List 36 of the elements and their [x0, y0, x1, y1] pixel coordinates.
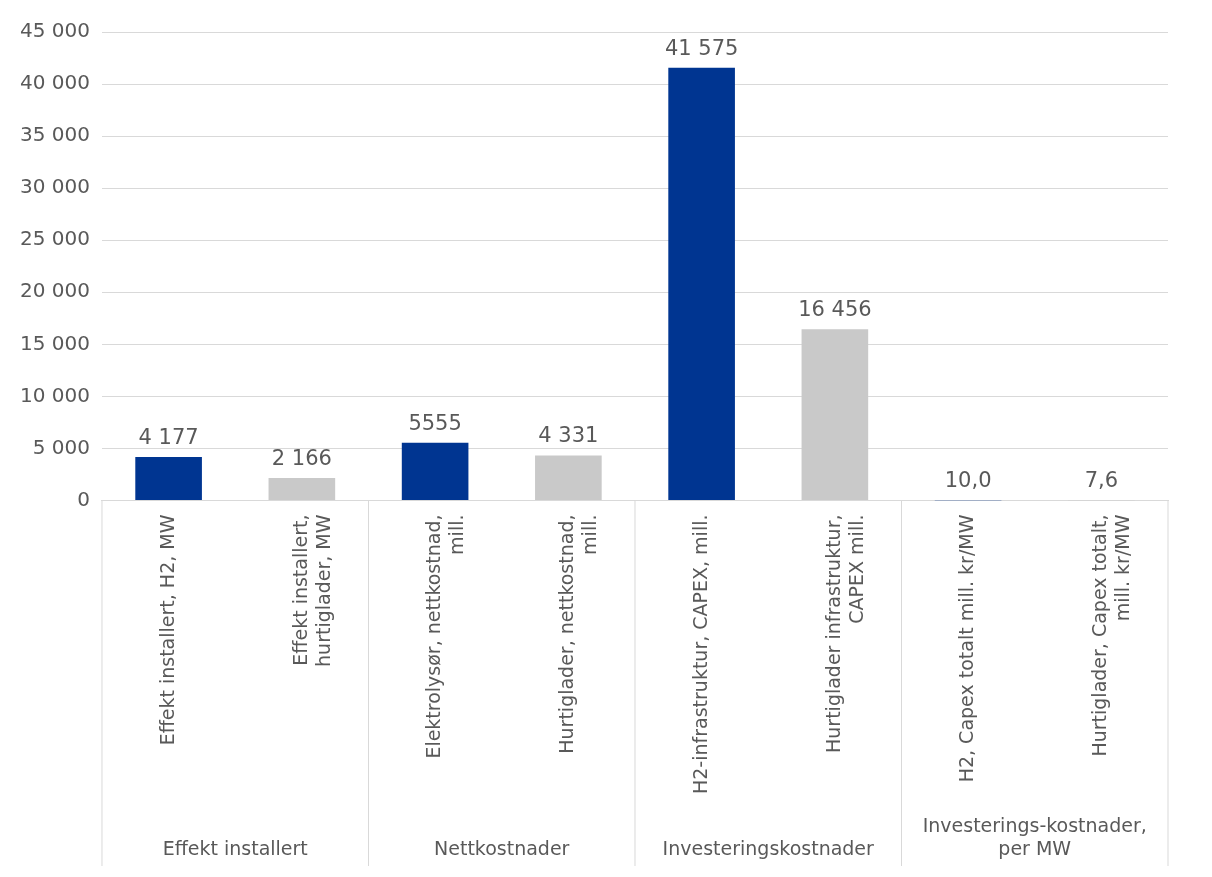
y-tick-label: 25 000 [20, 226, 90, 251]
data-label: 7,6 [1084, 468, 1119, 493]
data-label: 10,0 [944, 468, 992, 493]
data-label: 41 575 [664, 35, 739, 60]
text: Investerings-kostnader, per MW [922, 814, 1147, 860]
y-tick-label: 20 000 [20, 278, 90, 303]
data-label: 4 331 [538, 423, 599, 448]
y-tick-label: 0 [77, 486, 90, 511]
data-label: 2 166 [271, 445, 332, 470]
bar [268, 477, 336, 501]
y-tick-label: 30 000 [20, 174, 90, 199]
y-tick-label: 15 000 [20, 330, 90, 355]
x-tick-label: H2, Capex totalt mill. kr/MW [955, 514, 978, 783]
bar [401, 442, 469, 501]
data-label: 5555 [408, 410, 462, 435]
data-label: 16 456 [798, 297, 872, 322]
x-tick-label: Effekt installert, H2, MW [155, 514, 178, 746]
bar [668, 67, 735, 501]
text: Effekt installert [162, 837, 308, 860]
y-tick-label: 45 000 [20, 18, 90, 43]
bar [801, 329, 869, 501]
y-tick-label: 5 000 [32, 434, 90, 459]
text: Investeringskostnader [662, 837, 875, 860]
y-tick-label: 35 000 [20, 122, 90, 147]
x-tick-label: Hurtiglader, Capex totalt, mill. kr/MW [1088, 514, 1134, 757]
y-tick-label: 40 000 [20, 70, 90, 95]
bar [535, 455, 602, 501]
x-tick-label: Hurtiglader infrastruktur, CAPEX mill. [821, 514, 867, 753]
data-label: 4 177 [138, 424, 199, 449]
x-tick-label: Elektrolysør, nettkostnad, mill. [422, 514, 467, 759]
y-tick-label: 10 000 [20, 382, 90, 407]
x-tick-label: Hurtiglader, nettkostnad, mill. [555, 514, 601, 754]
bar [135, 457, 202, 501]
text: Nettkostnader [434, 837, 570, 860]
x-tick-label: H2-infrastruktur, CAPEX, mill. [688, 514, 711, 795]
x-tick-label: Effekt installert, hurtiglader, MW [288, 514, 334, 667]
